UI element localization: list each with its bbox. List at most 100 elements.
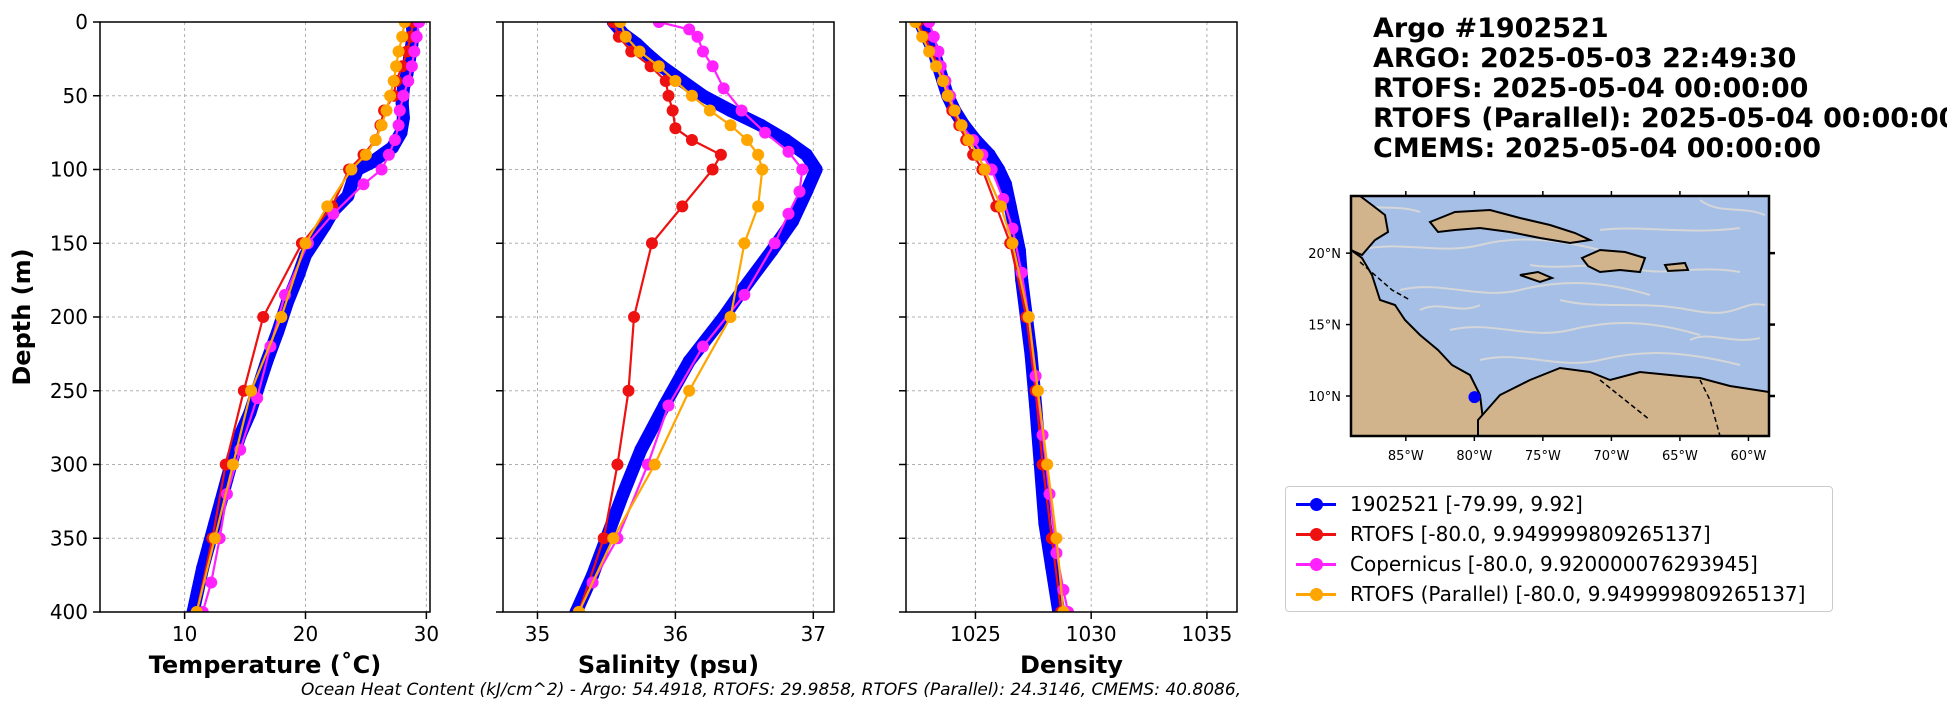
- map-land: [1351, 196, 1769, 436]
- data-point-copernicus: [413, 22, 426, 28]
- data-point-rtofs-parallel: [909, 22, 922, 28]
- map-lon-label: 60°W: [1730, 449, 1766, 464]
- map-lon-label: 65°W: [1662, 449, 1698, 464]
- y-tick-label: 0: [75, 10, 88, 34]
- data-point-rtofs-parallel: [648, 458, 661, 471]
- legend-swatch-rtofs: [1294, 519, 1338, 549]
- data-point-rtofs: [645, 237, 658, 250]
- title-cmems-time: CMEMS: 2025-05-04 00:00:00: [1373, 133, 1822, 164]
- data-point-argo: [809, 163, 823, 176]
- y-tick-label: 50: [63, 84, 88, 108]
- data-point-rtofs-parallel: [1041, 458, 1054, 471]
- title-rtofs-parallel-time: RTOFS (Parallel): 2025-05-04 00:00:00: [1373, 103, 1947, 134]
- data-point-copernicus: [205, 576, 218, 589]
- data-point-rtofs-parallel: [930, 60, 943, 73]
- title-argo-time: ARGO: 2025-05-03 22:49:30: [1373, 43, 1797, 74]
- legend-swatch-copernicus: [1294, 549, 1338, 579]
- y-tick-label: 150: [50, 231, 88, 255]
- x-tick-label: 1025: [950, 622, 1001, 646]
- data-point-copernicus: [392, 119, 405, 132]
- map-lon-label: 70°W: [1593, 449, 1629, 464]
- legend-label-rtofs-parallel: RTOFS (Parallel) [-80.0, 9.9499998092651…: [1350, 582, 1806, 606]
- profile-panel-1: 35 36 37 Salinity (psu): [496, 21, 835, 679]
- map-lon-label: 75°W: [1525, 449, 1561, 464]
- data-point-copernicus: [397, 89, 410, 102]
- data-point-rtofs-parallel: [724, 119, 737, 132]
- legend-item-rtofs: RTOFS [-80.0, 9.949999809265137]: [1286, 519, 1711, 549]
- y-axis-label: Depth (m): [8, 248, 36, 385]
- x-axis-label: Temperature (˚C): [149, 651, 382, 679]
- data-point-rtofs-parallel: [369, 134, 382, 146]
- map-ticks: 85°W 80°W 75°W 70°W 65°W 60°W 20°N 15°N 10°N: [1308, 191, 1775, 464]
- data-point-copernicus: [706, 60, 719, 73]
- data-point-rtofs-parallel: [208, 532, 221, 545]
- data-point-rtofs-parallel: [390, 60, 403, 73]
- data-point-rtofs: [611, 458, 624, 471]
- data-point-argo: [799, 148, 813, 162]
- data-point-copernicus: [793, 185, 806, 198]
- legend-label-rtofs: RTOFS [-80.0, 9.949999809265137]: [1350, 522, 1711, 546]
- data-point-copernicus: [932, 45, 945, 58]
- data-point-copernicus: [375, 163, 388, 176]
- data-point-copernicus: [402, 75, 415, 87]
- data-point-rtofs: [257, 311, 270, 323]
- series-group: [569, 22, 823, 612]
- data-point-rtofs: [622, 384, 635, 397]
- data-point-rtofs-parallel: [916, 30, 929, 43]
- data-point-copernicus: [696, 45, 709, 58]
- data-point-copernicus: [382, 148, 395, 161]
- data-point-rtofs: [669, 122, 682, 135]
- data-point-rtofs: [625, 45, 638, 58]
- data-point-rtofs-parallel: [741, 134, 754, 146]
- data-point-rtofs-parallel: [652, 60, 665, 73]
- data-point-copernicus: [738, 288, 751, 301]
- data-point-rtofs-parallel: [384, 89, 397, 102]
- x-tick-label: 35: [525, 622, 550, 646]
- data-point-rtofs-parallel: [380, 104, 393, 117]
- legend-label-copernicus: Copernicus [-80.0, 9.920000076293945]: [1350, 552, 1758, 576]
- data-point-rtofs-parallel: [607, 532, 620, 545]
- data-point-copernicus: [691, 30, 704, 43]
- data-point-copernicus: [796, 163, 809, 176]
- map-lon-label: 85°W: [1388, 449, 1424, 464]
- data-point-rtofs-parallel: [359, 148, 372, 161]
- x-tick-label: 20: [293, 622, 318, 646]
- data-point-rtofs: [685, 134, 698, 146]
- data-point-rtofs-parallel: [633, 45, 646, 58]
- map-lat-label: 10°N: [1308, 390, 1341, 405]
- data-point-rtofs-parallel: [396, 30, 409, 43]
- data-point-copernicus: [410, 30, 423, 43]
- data-point-copernicus: [735, 104, 748, 117]
- data-point-rtofs: [628, 311, 641, 323]
- data-point-rtofs: [714, 148, 727, 161]
- map-frame: [1349, 194, 1771, 438]
- data-point-argo: [346, 174, 360, 188]
- data-point-argo: [696, 89, 710, 103]
- data-point-rtofs-parallel: [685, 89, 698, 102]
- y-tick-label: 200: [50, 305, 88, 329]
- data-point-copernicus: [696, 340, 709, 353]
- legend-item-argo: 1902521 [-79.99, 9.92]: [1286, 489, 1583, 519]
- data-point-rtofs-parallel: [226, 458, 239, 471]
- series-copernicus: [572, 22, 809, 612]
- y-tick-label: 250: [50, 379, 88, 403]
- data-point-copernicus: [652, 22, 665, 28]
- data-point-copernicus: [408, 45, 421, 58]
- data-point-rtofs-parallel: [345, 163, 358, 176]
- data-point-copernicus: [717, 82, 730, 95]
- title-float-id: Argo #1902521: [1373, 13, 1609, 44]
- legend-label-argo: 1902521 [-79.99, 9.92]: [1350, 492, 1583, 516]
- data-point-argo: [341, 189, 355, 203]
- data-point-rtofs-parallel: [937, 75, 950, 87]
- data-point-rtofs: [666, 104, 679, 117]
- data-point-copernicus: [768, 237, 781, 250]
- series-rtofs-parallel: [190, 22, 411, 612]
- data-point-argo: [1038, 517, 1052, 530]
- data-point-rtofs-parallel: [669, 75, 682, 87]
- data-point-rtofs-parallel: [398, 22, 411, 28]
- y-tick-label: 300: [50, 453, 88, 477]
- data-point-rtofs: [662, 89, 675, 102]
- data-point-copernicus: [393, 104, 406, 117]
